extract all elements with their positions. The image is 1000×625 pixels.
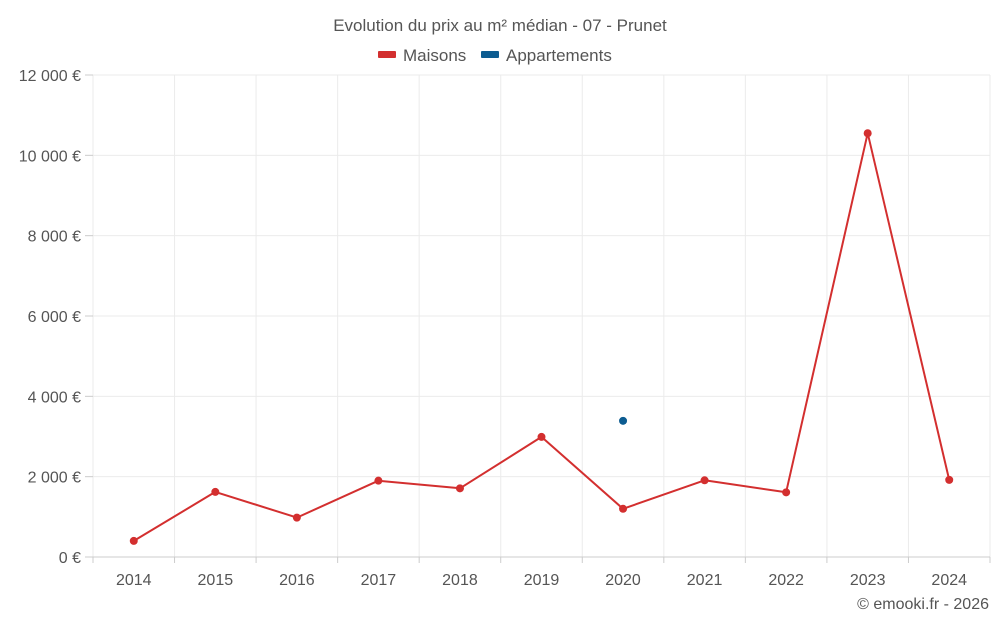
x-tick-label: 2014: [116, 572, 152, 589]
y-tick-label: 4 000 €: [28, 389, 81, 406]
data-point-appartements[interactable]: [619, 416, 628, 425]
legend-swatch-appartements: [481, 51, 499, 58]
legend-item-maisons[interactable]: Maisons: [378, 46, 466, 65]
data-point-maisons[interactable]: [455, 484, 464, 493]
data-point-maisons[interactable]: [537, 432, 546, 441]
legend: Maisons Appartements: [378, 46, 612, 65]
y-tick-label: 12 000 €: [19, 68, 81, 85]
x-tick-label: 2021: [687, 572, 723, 589]
x-tick-label: 2019: [524, 572, 560, 589]
legend-swatch-maisons: [378, 51, 396, 58]
data-point-maisons[interactable]: [782, 488, 791, 497]
x-tick-label: 2015: [198, 572, 234, 589]
legend-item-appartements[interactable]: Appartements: [481, 46, 612, 65]
x-axis-labels: 2014 2015 2016 2017 2018 2019 2020 2021 2022 2023…: [116, 572, 967, 589]
y-tick-label: 6 000 €: [28, 309, 81, 326]
y-tick-label: 10 000 €: [19, 148, 81, 165]
credit-text: © emooki.fr - 2026: [857, 596, 989, 613]
y-tick-label: 0 €: [59, 550, 81, 567]
x-tick-label: 2016: [279, 572, 315, 589]
series-maisons: [129, 129, 954, 545]
x-tick-label: 2018: [442, 572, 478, 589]
data-point-maisons[interactable]: [374, 476, 383, 485]
x-tick-label: 2024: [931, 572, 967, 589]
legend-label-maisons: Maisons: [403, 46, 466, 65]
x-tick-label: 2017: [361, 572, 397, 589]
x-tick-label: 2022: [768, 572, 804, 589]
data-point-maisons[interactable]: [292, 513, 301, 522]
x-tick-label: 2023: [850, 572, 886, 589]
data-point-maisons[interactable]: [211, 487, 220, 496]
y-axis-labels: 0 € 2 000 € 4 000 € 6 000 € 8 000 € 10 000 € 1…: [19, 68, 81, 567]
data-point-maisons[interactable]: [700, 476, 709, 485]
grid: [85, 74, 991, 563]
series-layer: [129, 129, 954, 545]
y-tick-label: 8 000 €: [28, 229, 81, 246]
data-point-maisons[interactable]: [945, 475, 954, 484]
y-tick-label: 2 000 €: [28, 470, 81, 487]
series-appartements: [619, 416, 628, 425]
legend-label-appartements: Appartements: [506, 46, 612, 65]
data-point-maisons[interactable]: [129, 536, 138, 545]
chart-title: Evolution du prix au m² médian - 07 - Pr…: [333, 16, 667, 35]
data-point-maisons[interactable]: [619, 504, 628, 513]
data-point-maisons[interactable]: [863, 129, 872, 138]
x-tick-label: 2020: [605, 572, 641, 589]
